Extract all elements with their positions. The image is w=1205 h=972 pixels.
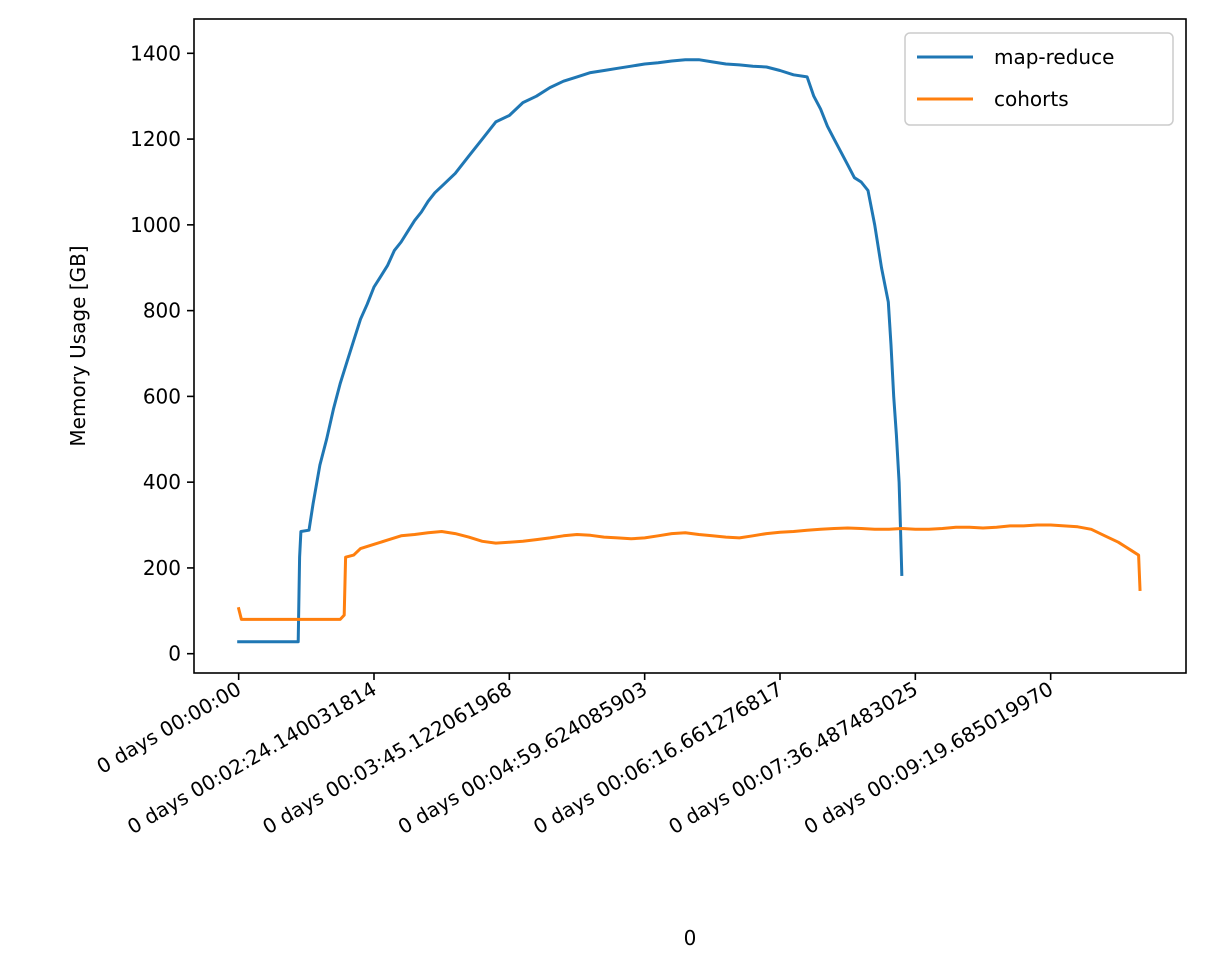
y-tick-label: 600	[143, 384, 181, 408]
y-tick-label: 800	[143, 299, 181, 323]
y-axis: 0 200 400 600 800 1000 1200 1400	[130, 41, 194, 666]
x-tick-label: 0 days 00:04:59.624085903	[394, 677, 651, 839]
x-axis-label: 0	[684, 926, 697, 950]
plot-area	[193, 18, 1187, 674]
plot-frame	[193, 18, 1187, 674]
legend-entry-map-reduce: map-reduce	[994, 45, 1114, 69]
y-tick-label: 1200	[130, 127, 181, 151]
x-tick-label: 0 days 00:03:45.122061968	[258, 677, 515, 839]
series-line-map-reduce	[237, 58, 904, 644]
plot-background	[194, 19, 1186, 673]
y-tick-label: 200	[143, 556, 181, 580]
x-tick-label: 0 days 00:06:16.661276817	[529, 677, 786, 839]
y-axis-label: Memory Usage [GB]	[66, 245, 90, 446]
y-tick-label: 0	[168, 642, 181, 666]
y-tick-label: 1000	[130, 213, 181, 237]
x-axis: 0 days 00:00:000 days 00:02:24.140031814…	[92, 673, 1057, 839]
y-tick-label: 1400	[130, 41, 181, 65]
series-layer	[236, 58, 1142, 644]
y-tick-label: 400	[143, 470, 181, 494]
x-tick-label: 0 days 00:07:36.487483025	[664, 677, 921, 839]
legend-entry-cohorts: cohorts	[994, 87, 1069, 111]
series-line-cohorts	[236, 523, 1142, 621]
legend: map-reduce cohorts	[904, 32, 1174, 126]
x-tick-label: 0 days 00:09:19.685019970	[800, 677, 1057, 839]
x-tick-label: 0 days 00:02:24.140031814	[123, 677, 380, 839]
